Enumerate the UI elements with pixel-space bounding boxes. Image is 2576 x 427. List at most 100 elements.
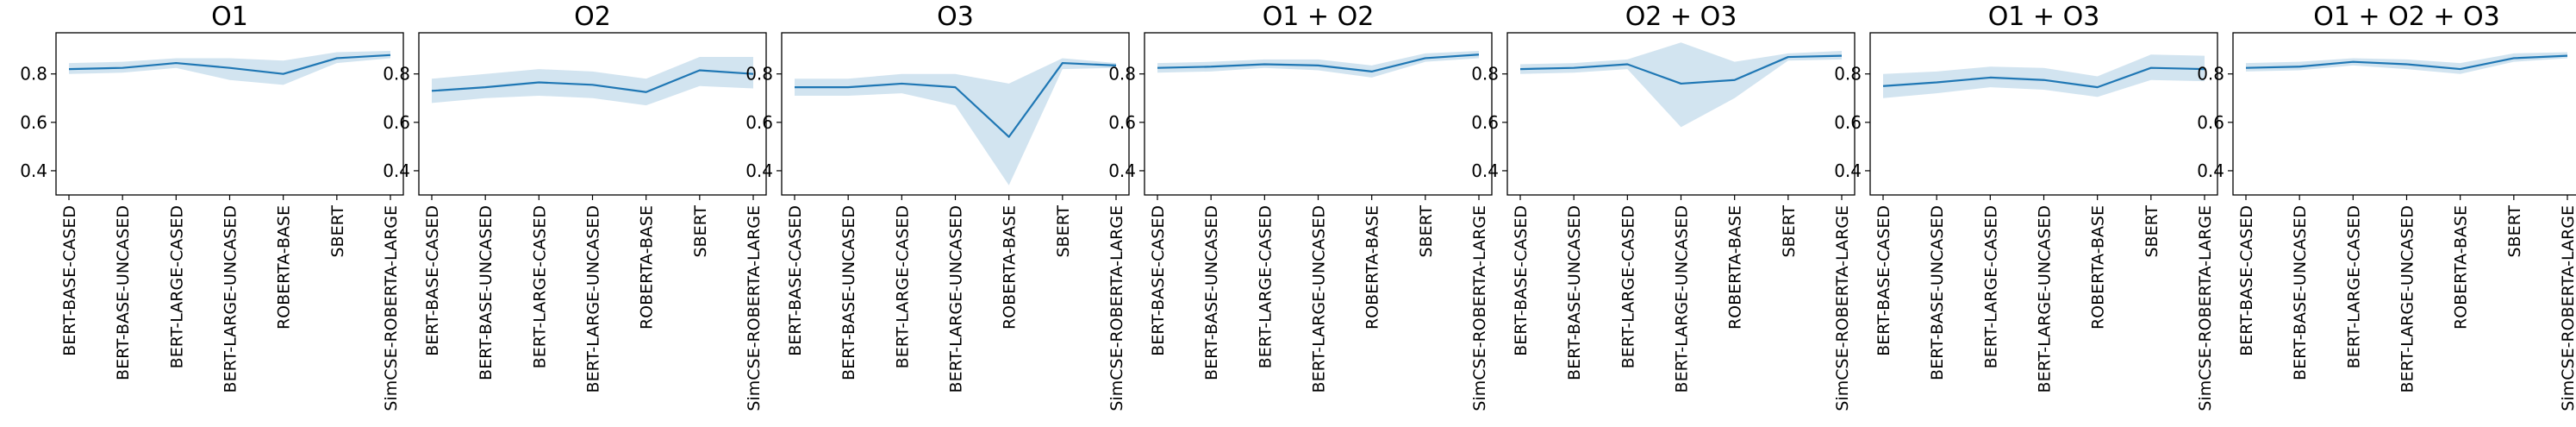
x-tick-label: BERT-BASE-CASED bbox=[1149, 205, 1168, 356]
subplot-6: O1 + O3 0.4 0.6 0.8 BERT-BASE-CASED BERT-BASE… bbox=[1834, 2, 2218, 411]
subplot-4: O1 + O2 0.4 0.6 0.8 BERT-BASE-CASED BERT-BASE… bbox=[1108, 2, 1493, 411]
x-tick-label: SimCSE-ROBERTA-LARGE bbox=[2559, 205, 2576, 411]
subplot-title: O1 + O2 + O3 bbox=[2313, 2, 2500, 32]
x-tick-label: BERT-BASE-UNCASED bbox=[2291, 205, 2310, 380]
x-tick-label: BERT-LARGE-UNCASED bbox=[1673, 205, 1692, 392]
x-tick-label: SBERT bbox=[1417, 205, 1436, 258]
confidence-band bbox=[432, 57, 753, 106]
x-tick-label: SBERT bbox=[691, 205, 710, 258]
y-tick-label: 0.8 bbox=[1471, 64, 1499, 85]
subplot-5: O2 + O3 0.4 0.6 0.8 BERT-BASE-CASED BERT-BASE… bbox=[1471, 2, 1856, 411]
y-tick-label: 0.8 bbox=[2197, 64, 2224, 85]
subplot-title: O1 + O2 bbox=[1263, 2, 1375, 32]
x-tick-label: SBERT bbox=[2143, 205, 2161, 258]
subplot-title: O1 bbox=[211, 2, 248, 32]
confidence-band bbox=[795, 58, 1116, 185]
x-tick-label: BERT-LARGE-CASED bbox=[530, 205, 549, 368]
x-tick-label: BERT-LARGE-CASED bbox=[1619, 205, 1637, 368]
y-tick-label: 0.8 bbox=[1108, 64, 1136, 85]
subplot-3: O3 0.4 0.6 0.8 BERT-BASE-CASED BERT-BASE-UNCA… bbox=[745, 2, 1130, 411]
series-line bbox=[68, 53, 391, 75]
confidence-band bbox=[1883, 54, 2205, 98]
subplot-2: O2 0.4 0.6 0.8 BERT-BASE-CASED BERT-BASE-UNCA… bbox=[383, 2, 767, 411]
x-tick-label: BERT-BASE-CASED bbox=[423, 205, 442, 356]
y-tick-label: 0.4 bbox=[20, 160, 47, 181]
x-tick-label: SimCSE-ROBERTA-LARGE bbox=[2196, 205, 2215, 411]
x-tick-label: BERT-BASE-UNCASED bbox=[477, 205, 496, 380]
y-tick-label: 0.6 bbox=[1108, 112, 1136, 133]
x-tick-label: BERT-LARGE-UNCASED bbox=[2398, 205, 2417, 392]
y-tick-label: 0.6 bbox=[2197, 112, 2224, 133]
y-tick-label: 0.8 bbox=[1834, 64, 1862, 85]
series-line bbox=[431, 69, 754, 93]
y-tick-label: 0.6 bbox=[1471, 112, 1499, 133]
x-tick-label: BERT-BASE-CASED bbox=[1874, 205, 1893, 356]
subplot-title: O1 + O3 bbox=[1988, 2, 2100, 32]
x-tick-label: SBERT bbox=[328, 205, 347, 258]
y-tick-label: 0.8 bbox=[383, 64, 410, 85]
x-tick-label: BERT-BASE-CASED bbox=[1512, 205, 1531, 356]
x-tick-label: SBERT bbox=[2505, 205, 2524, 258]
y-tick-label: 0.4 bbox=[383, 160, 410, 181]
confidence-band bbox=[1157, 51, 1479, 78]
subplot-title: O2 + O3 bbox=[1625, 2, 1737, 32]
y-tick-label: 0.8 bbox=[20, 64, 47, 85]
x-tick-label: BERT-BASE-CASED bbox=[786, 205, 805, 356]
y-tick-label: 0.8 bbox=[745, 64, 773, 85]
x-tick-label: BERT-BASE-UNCASED bbox=[114, 205, 133, 380]
x-tick-label: BERT-BASE-CASED bbox=[60, 205, 79, 356]
series-line bbox=[1519, 54, 1843, 85]
x-tick-label: BERT-LARGE-CASED bbox=[167, 205, 186, 368]
y-tick-label: 0.6 bbox=[20, 112, 47, 133]
x-tick-label: ROBERTA-BASE bbox=[1001, 205, 1020, 330]
y-tick-label: 0.6 bbox=[745, 112, 773, 133]
x-tick-label: ROBERTA-BASE bbox=[1726, 205, 1745, 330]
series-line bbox=[2245, 54, 2568, 71]
x-tick-label: BERT-BASE-UNCASED bbox=[839, 205, 858, 380]
x-tick-label: ROBERTA-BASE bbox=[2452, 205, 2471, 330]
y-tick-label: 0.6 bbox=[383, 112, 410, 133]
axes-frame bbox=[781, 32, 1130, 196]
x-tick-label: BERT-BASE-UNCASED bbox=[1565, 205, 1584, 380]
x-tick-label: ROBERTA-BASE bbox=[2089, 205, 2108, 330]
x-tick-label: SimCSE-ROBERTA-LARGE bbox=[382, 205, 401, 411]
x-tick-label: ROBERTA-BASE bbox=[638, 205, 657, 330]
x-tick-label: BERT-LARGE-UNCASED bbox=[947, 205, 966, 392]
confidence-band bbox=[1520, 42, 1842, 128]
x-tick-label: BERT-LARGE-CASED bbox=[893, 205, 912, 368]
subplot-7: O1 + O2 + O3 0.4 0.6 0.8 BERT-BASE-CASED BERT… bbox=[2197, 2, 2576, 411]
x-tick-label: BERT-BASE-UNCASED bbox=[1928, 205, 1947, 380]
x-tick-label: BERT-LARGE-CASED bbox=[1256, 205, 1275, 368]
confidence-band bbox=[2246, 52, 2567, 74]
x-tick-label: BERT-LARGE-UNCASED bbox=[221, 205, 240, 392]
y-tick-label: 0.4 bbox=[1471, 160, 1499, 181]
x-tick-label: BERT-BASE-CASED bbox=[2237, 205, 2256, 356]
x-tick-label: SimCSE-ROBERTA-LARGE bbox=[745, 205, 764, 411]
x-tick-label: SimCSE-ROBERTA-LARGE bbox=[1107, 205, 1126, 411]
x-tick-label: BERT-LARGE-UNCASED bbox=[584, 205, 603, 392]
x-tick-label: ROBERTA-BASE bbox=[275, 205, 294, 330]
x-tick-label: SimCSE-ROBERTA-LARGE bbox=[1833, 205, 1852, 411]
series-line bbox=[795, 61, 1117, 138]
subplot-title: O3 bbox=[937, 2, 974, 32]
x-tick-label: SBERT bbox=[1054, 205, 1073, 258]
subplot-1: O1 0.4 0.6 0.8 BERT-BASE-CASED BERT-BASE-UNCA… bbox=[20, 2, 404, 411]
x-tick-label: BERT-LARGE-CASED bbox=[1981, 205, 2000, 368]
y-tick-label: 0.4 bbox=[1108, 160, 1136, 181]
series-line bbox=[1157, 53, 1480, 73]
subplot-title: O2 bbox=[574, 2, 611, 32]
x-tick-label: SBERT bbox=[1780, 205, 1799, 258]
x-tick-label: ROBERTA-BASE bbox=[1363, 205, 1382, 330]
y-tick-label: 0.6 bbox=[1834, 112, 1862, 133]
y-tick-label: 0.4 bbox=[2197, 160, 2224, 181]
x-tick-label: BERT-LARGE-UNCASED bbox=[1310, 205, 1329, 392]
x-tick-label: BERT-LARGE-UNCASED bbox=[2036, 205, 2055, 392]
series-line bbox=[1882, 66, 2205, 89]
x-tick-label: SimCSE-ROBERTA-LARGE bbox=[1470, 205, 1489, 411]
y-tick-label: 0.4 bbox=[745, 160, 773, 181]
x-tick-label: BERT-LARGE-CASED bbox=[2344, 205, 2363, 368]
y-tick-label: 0.4 bbox=[1834, 160, 1862, 181]
x-tick-label: BERT-BASE-UNCASED bbox=[1202, 205, 1221, 380]
